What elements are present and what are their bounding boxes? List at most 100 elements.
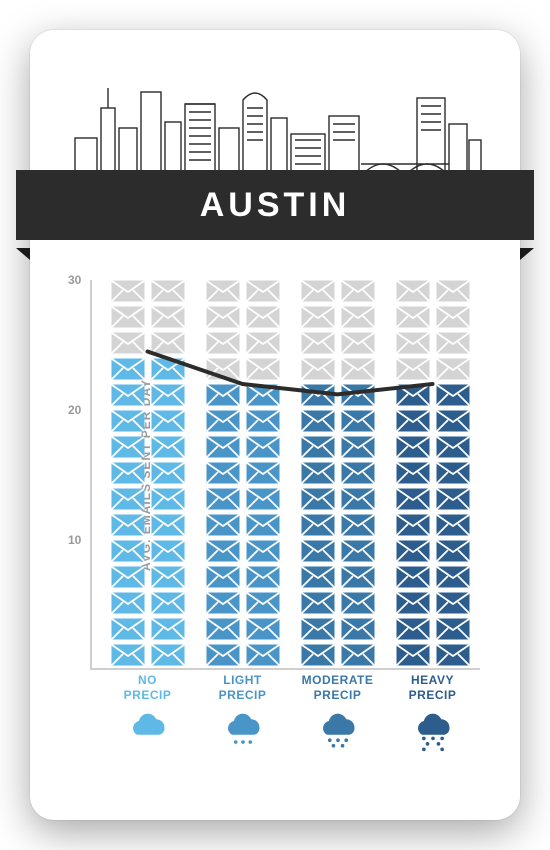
- envelope-icon: [436, 384, 470, 406]
- envelope-icon: [396, 566, 430, 588]
- envelope-icon: [246, 488, 280, 510]
- envelope-icon: [246, 358, 280, 380]
- envelope-icon: [436, 306, 470, 328]
- envelope-icon: [301, 514, 335, 536]
- envelope-icon: [111, 384, 145, 406]
- envelope-icon: [151, 566, 185, 588]
- envelope-icon: [111, 566, 145, 588]
- envelope-icon: [301, 462, 335, 484]
- envelope-icon: [396, 618, 430, 640]
- chart-column: [394, 280, 472, 670]
- envelope-icon: [151, 410, 185, 432]
- envelope-icon: [341, 410, 375, 432]
- envelope-icon: [301, 280, 335, 302]
- skyline-graphic: [65, 68, 485, 178]
- y-axis: [90, 280, 92, 670]
- category-label: LIGHTPRECIP: [204, 673, 282, 703]
- envelope-icon: [396, 410, 430, 432]
- envelope-icon: [206, 306, 240, 328]
- envelope-icon: [111, 592, 145, 614]
- envelope-icon: [436, 540, 470, 562]
- envelope-icon: [246, 540, 280, 562]
- cloud-icon: [109, 703, 187, 758]
- envelope-icon: [301, 358, 335, 380]
- envelope-icon: [396, 306, 430, 328]
- envelope-icon: [151, 306, 185, 328]
- envelope-icon: [151, 488, 185, 510]
- envelope-icon: [151, 332, 185, 354]
- envelope-icon: [341, 384, 375, 406]
- envelope-icon: [206, 514, 240, 536]
- category-label: NOPRECIP: [109, 673, 187, 703]
- email-chart: AVG. EMAILS SENT PER DAY 102030: [90, 280, 480, 670]
- envelope-icon: [111, 436, 145, 458]
- envelope-icon: [436, 566, 470, 588]
- envelope-icon: [301, 592, 335, 614]
- city-title: AUSTIN: [200, 186, 351, 225]
- category: LIGHTPRECIP: [204, 673, 282, 758]
- envelope-icon: [341, 514, 375, 536]
- envelope-icon: [206, 358, 240, 380]
- category-label: HEAVYPRECIP: [394, 673, 472, 703]
- y-tick: 10: [68, 533, 81, 547]
- envelope-icon: [396, 358, 430, 380]
- envelope-icon: [341, 306, 375, 328]
- envelope-icon: [341, 618, 375, 640]
- envelope-icon: [246, 644, 280, 666]
- envelope-icon: [396, 384, 430, 406]
- envelope-icon: [396, 540, 430, 562]
- cloud-icon: [299, 703, 377, 758]
- envelope-icon: [301, 436, 335, 458]
- envelope-icon: [111, 618, 145, 640]
- envelope-icon: [396, 436, 430, 458]
- envelope-icon: [151, 644, 185, 666]
- envelope-icon: [246, 618, 280, 640]
- category-labels: NOPRECIP LIGHTPRECIP MODERATEPRECIP HEAV…: [100, 673, 480, 758]
- chart-column: [299, 280, 377, 670]
- envelope-icon: [301, 488, 335, 510]
- envelope-icon: [396, 280, 430, 302]
- envelope-icon: [206, 566, 240, 588]
- envelope-icon: [341, 332, 375, 354]
- cloud-icon: [394, 703, 472, 758]
- envelope-icon: [246, 410, 280, 432]
- envelope-icon: [301, 384, 335, 406]
- cloud-icon: [204, 703, 282, 758]
- envelope-icon: [111, 410, 145, 432]
- envelope-icon: [396, 592, 430, 614]
- envelope-icon: [436, 514, 470, 536]
- envelope-icon: [111, 306, 145, 328]
- envelope-icon: [301, 644, 335, 666]
- envelope-icon: [341, 462, 375, 484]
- envelope-icon: [396, 332, 430, 354]
- envelope-icon: [111, 358, 145, 380]
- category: MODERATEPRECIP: [299, 673, 377, 758]
- chart-column: [204, 280, 282, 670]
- envelope-icon: [341, 436, 375, 458]
- envelope-icon: [246, 332, 280, 354]
- envelope-icon: [206, 488, 240, 510]
- envelope-icon: [436, 358, 470, 380]
- envelope-icon: [151, 540, 185, 562]
- envelope-icon: [436, 592, 470, 614]
- envelope-icon: [341, 358, 375, 380]
- envelope-icon: [246, 514, 280, 536]
- envelope-icon: [396, 462, 430, 484]
- envelope-icon: [111, 462, 145, 484]
- envelope-icon: [396, 644, 430, 666]
- envelope-icon: [246, 592, 280, 614]
- envelope-icon: [341, 644, 375, 666]
- envelope-icon: [111, 514, 145, 536]
- envelope-icon: [246, 436, 280, 458]
- envelope-icon: [436, 410, 470, 432]
- y-tick: 20: [68, 403, 81, 417]
- envelope-icon: [246, 306, 280, 328]
- chart-column: [109, 280, 187, 670]
- envelope-icon: [151, 436, 185, 458]
- envelope-icon: [206, 618, 240, 640]
- envelope-icon: [151, 280, 185, 302]
- envelope-icon: [396, 488, 430, 510]
- envelope-icon: [301, 618, 335, 640]
- envelope-icon: [341, 280, 375, 302]
- envelope-icon: [151, 384, 185, 406]
